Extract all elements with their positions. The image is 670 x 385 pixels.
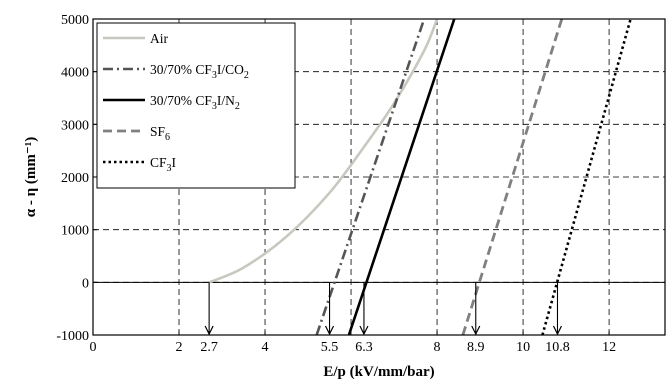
annotation-layer	[209, 282, 557, 334]
x-tick-label: 10.8	[545, 340, 570, 355]
series-cf3i-n2-line	[347, 18, 456, 336]
legend-item-air-label: Air	[150, 31, 169, 46]
series-cf3i-co2-line	[315, 18, 426, 336]
series-layer	[208, 18, 632, 336]
x-tick-label: 2	[176, 340, 183, 355]
y-tick-label: 0	[82, 276, 89, 291]
legend: Air 30/70% CF3I/CO2 30/70% CF3I/N2 SF6 CF3I	[96, 22, 296, 189]
axis-ticks: 0 2 2.7 4 5.5 6.3 8 8.9 10 10.8 12-100001000200030…	[56, 13, 616, 355]
x-tick-label: 12	[602, 340, 616, 355]
y-tick-label: 5000	[61, 13, 89, 28]
legend-item-cf3i-co2-label: 30/70% CF3I/CO2	[150, 62, 249, 81]
y-tick-label: 1000	[61, 224, 89, 239]
x-tick-label: 6.3	[355, 340, 373, 355]
y-tick-label: 2000	[61, 171, 89, 186]
legend-box	[96, 22, 296, 189]
legend-item-sf6-label: SF6	[150, 124, 170, 143]
legend-item-cf3i-label: CF3I	[150, 155, 177, 174]
y-tick-label: -1000	[56, 329, 89, 344]
series-air-line	[208, 18, 439, 284]
legend-item-cf3i-n2-label: 30/70% CF3I/N2	[150, 93, 240, 112]
x-tick-label: 2.7	[200, 340, 218, 355]
x-axis-title: E/p (kV/mm/bar)	[323, 364, 434, 380]
x-tick-label: 8	[434, 340, 441, 355]
y-axis-title: α - η (mm⁻¹)	[23, 137, 39, 218]
x-tick-label: 5.5	[321, 340, 339, 355]
y-tick-label: 3000	[61, 118, 89, 133]
x-tick-label: 8.9	[467, 340, 485, 355]
y-tick-label: 4000	[61, 66, 89, 81]
x-tick-label: 10	[516, 340, 530, 355]
x-tick-label: 0	[90, 340, 97, 355]
x-tick-label: 4	[262, 340, 269, 355]
